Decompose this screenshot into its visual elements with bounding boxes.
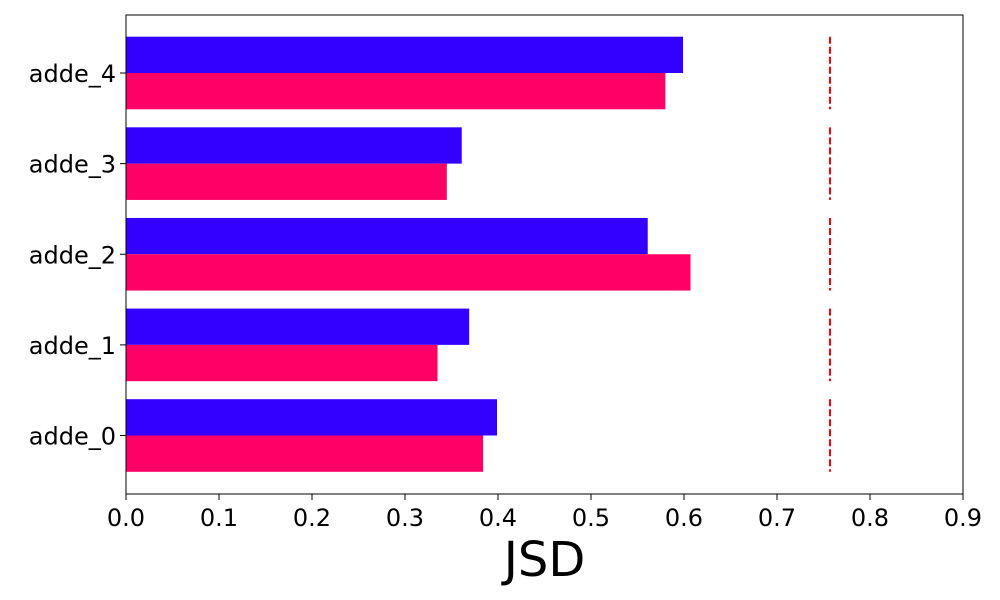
- bar-series1-adde_4: [126, 73, 666, 110]
- x-tick-label: 0.8: [851, 504, 889, 532]
- y-axis: adde_0 adde_1 adde_2 adde_3 adde_4: [29, 60, 126, 451]
- bar-series0-adde_4: [126, 36, 684, 73]
- y-tick-label: adde_3: [29, 151, 116, 179]
- x-tick-label: 0.2: [293, 504, 331, 532]
- bar-series1-adde_0: [126, 435, 484, 472]
- bar-series1-adde_3: [126, 163, 447, 200]
- bars-group: [126, 36, 691, 472]
- x-tick-label: 0.7: [758, 504, 796, 532]
- x-tick-label: 0.9: [944, 504, 982, 532]
- y-tick-label: adde_4: [29, 60, 116, 88]
- x-tick-label: 0.6: [665, 504, 703, 532]
- x-axis-title: JSD: [501, 532, 586, 588]
- x-tick-label: 0.1: [200, 504, 238, 532]
- x-tick-label: 0.4: [479, 504, 517, 532]
- x-tick-label: 0.0: [107, 504, 145, 532]
- y-tick-label: adde_0: [29, 423, 116, 451]
- y-tick-label: adde_2: [29, 241, 116, 269]
- bar-series0-adde_1: [126, 308, 470, 345]
- bar-series1-adde_1: [126, 344, 438, 382]
- bar-series0-adde_2: [126, 217, 648, 255]
- x-tick-label: 0.5: [572, 504, 610, 532]
- x-axis: 0.0 0.1 0.2 0.3 0.4 0.5 0.6 0.7 0.8 0.9: [107, 494, 982, 532]
- bar-series0-adde_0: [126, 399, 498, 436]
- x-tick-label: 0.3: [386, 504, 424, 532]
- y-tick-label: adde_1: [29, 332, 116, 360]
- bar-series0-adde_3: [126, 127, 462, 164]
- bar-series1-adde_2: [126, 254, 691, 291]
